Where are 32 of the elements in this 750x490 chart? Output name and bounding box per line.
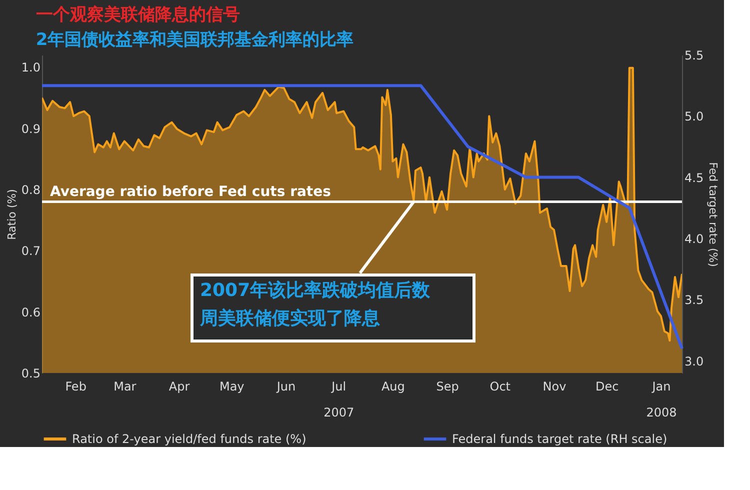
chart-title: 一个观察美联储降息的信号 <box>36 5 240 25</box>
x-tick-label: Jul 2007 <box>324 380 354 420</box>
y-tick-label: 0.9 <box>21 122 40 136</box>
x-tick-label: Sep <box>436 380 459 394</box>
x-tick-label: Dec <box>595 380 619 394</box>
y-axis-title: Ratio (%) <box>5 189 18 240</box>
x-tick-label: Jan 2008 <box>646 380 677 420</box>
x-tick-label: Oct <box>490 380 511 394</box>
annotation: 2007年该比率跌破均值后数周美联储便实现了降息 <box>199 280 432 329</box>
y2-axis-title: Fed target rate (%) <box>706 162 720 267</box>
chart-subtitle: 2年国债收益率和美国联邦基金利率的比率 <box>36 30 354 50</box>
y-tick-label: 0.7 <box>21 244 40 258</box>
x-tick-label: Nov <box>542 380 566 394</box>
x-tick-label: May <box>219 380 244 394</box>
y2-tick-label: 5.0 <box>684 110 704 124</box>
y2-tick-label: 5.5 <box>684 48 704 62</box>
y-tick-label: 0.5 <box>21 366 40 380</box>
ref-line-label: Average ratio before Fed cuts rates <box>50 184 331 200</box>
y2-tick-label: 4.0 <box>684 232 704 246</box>
y2-tick-label: 3.5 <box>684 293 704 308</box>
y2-tick-label: 4.5 <box>684 170 704 185</box>
y-tick-label: 0.6 <box>21 305 40 320</box>
y-tick-label: 0.8 <box>21 183 40 198</box>
legend-label: Federal funds target rate (RH scale) <box>452 432 668 446</box>
y-tick-label: 1.0 <box>21 60 40 75</box>
x-tick-label: Aug <box>381 380 405 394</box>
x-tick-label: Mar <box>114 380 136 394</box>
y2-tick-label: 3.0 <box>684 354 704 368</box>
x-tick-label: Apr <box>168 380 190 394</box>
legend-label: Ratio of 2-year yield/fed funds rate (%) <box>72 432 306 446</box>
x-tick-label: Feb <box>65 380 86 394</box>
x-tick-label: Jun <box>276 380 296 394</box>
